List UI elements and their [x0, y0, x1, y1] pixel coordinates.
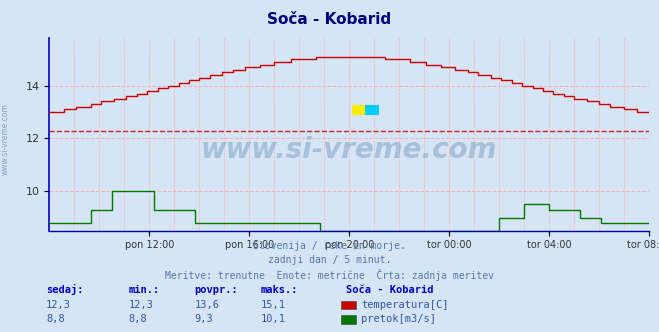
Text: zadnji dan / 5 minut.: zadnji dan / 5 minut. [268, 255, 391, 265]
Text: 12,3: 12,3 [129, 300, 154, 310]
Text: Soča - Kobarid: Soča - Kobarid [346, 285, 434, 295]
Text: min.:: min.: [129, 285, 159, 295]
Text: www.si-vreme.com: www.si-vreme.com [201, 136, 498, 164]
Text: Slovenija / reke in morje.: Slovenija / reke in morje. [253, 241, 406, 251]
Text: pretok[m3/s]: pretok[m3/s] [361, 314, 436, 324]
Text: povpr.:: povpr.: [194, 285, 238, 295]
Text: 13,6: 13,6 [194, 300, 219, 310]
Text: temperatura[C]: temperatura[C] [361, 300, 449, 310]
Text: 9,3: 9,3 [194, 314, 213, 324]
FancyBboxPatch shape [353, 105, 366, 115]
Text: 15,1: 15,1 [260, 300, 285, 310]
Text: 10,1: 10,1 [260, 314, 285, 324]
Text: 8,8: 8,8 [129, 314, 147, 324]
Text: sedaj:: sedaj: [46, 284, 84, 295]
Text: Meritve: trenutne  Enote: metrične  Črta: zadnja meritev: Meritve: trenutne Enote: metrične Črta: … [165, 269, 494, 281]
FancyBboxPatch shape [366, 105, 379, 115]
Text: 8,8: 8,8 [46, 314, 65, 324]
Text: Soča - Kobarid: Soča - Kobarid [268, 12, 391, 27]
Text: maks.:: maks.: [260, 285, 298, 295]
Text: 12,3: 12,3 [46, 300, 71, 310]
Text: www.si-vreme.com: www.si-vreme.com [1, 104, 10, 175]
